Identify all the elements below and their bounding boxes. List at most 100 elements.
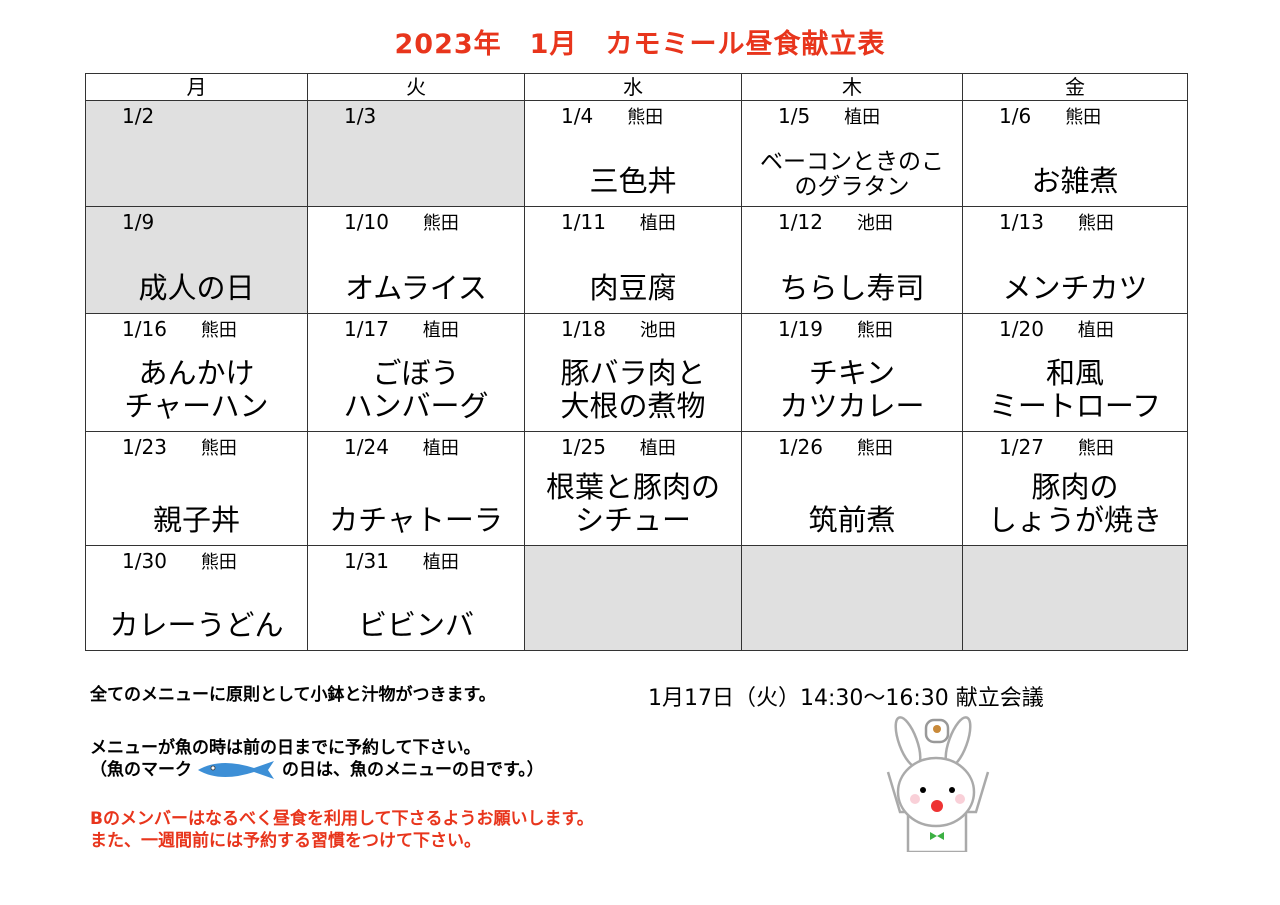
title-year: 2023年	[394, 29, 502, 60]
date: 1/27	[999, 435, 1044, 459]
day-header: 1/5 植田	[742, 101, 962, 133]
menu-line: チャーハン	[124, 389, 269, 423]
day-cell: 1/18 池田 豚バラ肉と 大根の煮物	[524, 313, 742, 432]
title-month: 1月	[529, 29, 578, 60]
menu-line: 豚バラ肉と	[560, 356, 706, 390]
staff-name: 熊田	[200, 552, 237, 573]
date: 1/17	[344, 317, 389, 341]
menu-line: ハンバーグ	[343, 389, 489, 423]
day-cell: 1/24 植田カチャトーラ	[307, 431, 525, 546]
day-cell: 1/5 植田ベーコンときのこ のグラタン	[741, 100, 963, 207]
menu-item: 成人の日	[86, 272, 307, 305]
menu-item: 和風 ミートローフ	[963, 357, 1187, 423]
note-request: Bのメンバーはなるべく昼食を利用して下さるようお願いします。 また、一週間前には…	[90, 808, 594, 852]
day-cell: 1/11 植田 肉豆腐	[524, 206, 742, 314]
day-header: 1/24 植田	[308, 432, 524, 464]
day-header: 1/10 熊田	[308, 207, 524, 239]
menu-line: あんかけ	[138, 356, 255, 390]
date: 1/2	[122, 104, 155, 128]
staff-name: 植田	[1077, 320, 1114, 341]
date: 1/16	[122, 317, 167, 341]
page-title: 2023年 1月 カモミール昼食献立表	[0, 22, 1280, 61]
day-cell: 1/4 熊田 三色丼	[524, 100, 742, 207]
menu-item: オムライス	[308, 272, 524, 305]
menu-item: チキン カツカレー	[742, 357, 962, 423]
menu-line: 大根の煮物	[560, 389, 706, 423]
date: 1/19	[778, 317, 823, 341]
date: 1/9	[122, 210, 155, 234]
menu-item: ビビンバ	[308, 609, 524, 642]
menu-line: メンチカツ	[1002, 271, 1148, 305]
date: 1/30	[122, 549, 167, 573]
menu-calendar: 月火水木金 1/2 1/3 1/4 熊田 三色丼 1/5 植田 ベーコンときのこ のグラタン 1/…	[85, 73, 1188, 651]
day-cell: 1/16 熊田 あんかけ チャーハン	[85, 313, 308, 432]
menu-line: 肉豆腐	[589, 271, 677, 305]
note-fish-line2: （魚のマーク の日は、魚のメニューの日です。）	[90, 759, 544, 781]
day-header: 1/18 池田	[525, 314, 741, 346]
menu-line: しょうが焼き	[987, 503, 1162, 537]
weekday-header: 水	[524, 73, 742, 101]
date: 1/5	[778, 104, 811, 128]
day-cell: 1/23 熊田 親子丼	[85, 431, 308, 546]
note-request-line1: Bのメンバーはなるべく昼食を利用して下さるようお願いします。	[90, 809, 594, 829]
day-cell	[962, 545, 1188, 651]
menu-item: ごぼう ハンバーグ	[308, 357, 524, 423]
day-cell: 1/2	[85, 100, 308, 207]
day-cell: 1/3	[307, 100, 525, 207]
note-sides: 全てのメニューに原則として小鉢と汁物がつきます。	[90, 685, 496, 705]
day-header: 1/23 熊田	[86, 432, 307, 464]
staff-name: 植田	[422, 552, 459, 573]
menu-item: 親子丼	[86, 504, 307, 537]
menu-item: 三色丼	[525, 165, 741, 198]
day-cell	[741, 545, 963, 651]
menu-line: ビビンバ	[357, 608, 474, 642]
day-cell: 1/17 植田ごぼう ハンバーグ	[307, 313, 525, 432]
menu-item: 豚肉の しょうが焼き	[963, 471, 1187, 537]
menu-line: 豚肉の	[1031, 470, 1119, 504]
date: 1/10	[344, 210, 389, 234]
menu-line: お雑煮	[1031, 164, 1119, 198]
day-cell: 1/30 熊田カレーうどん	[85, 545, 308, 651]
menu-item: カレーうどん	[86, 609, 307, 642]
menu-item: ベーコンときのこ のグラタン	[742, 150, 962, 200]
menu-line: 根葉と豚肉の	[545, 470, 720, 504]
date: 1/31	[344, 549, 389, 573]
day-cell: 1/27 熊田豚肉の しょうが焼き	[962, 431, 1188, 546]
menu-line: 和風	[1045, 356, 1104, 390]
date: 1/26	[778, 435, 823, 459]
day-header: 1/9	[86, 207, 307, 239]
day-header: 1/17 植田	[308, 314, 524, 346]
note-request-line2: また、一週間前には予約する習慣をつけて下さい。	[90, 831, 481, 851]
day-header	[742, 546, 962, 578]
day-header: 1/12 池田	[742, 207, 962, 239]
week-row: 1/2 1/3 1/4 熊田 三色丼 1/5 植田ベーコンときのこ のグラタン 1/6 熊田お雑煮	[85, 100, 1188, 207]
weekday-header: 木	[741, 73, 963, 101]
day-header: 1/6 熊田	[963, 101, 1187, 133]
menu-line: 三色丼	[589, 164, 677, 198]
weekday-header: 火	[307, 73, 525, 101]
staff-name: 植田	[844, 107, 881, 128]
rabbit-chef-illustration	[886, 716, 990, 852]
week-row: 1/16 熊田 あんかけ チャーハン 1/17 植田ごぼう ハンバーグ 1/18 池田 豚バラ肉と…	[85, 313, 1188, 432]
menu-item: カチャトーラ	[308, 504, 524, 537]
week-row: 1/23 熊田 親子丼 1/24 植田 カチャトーラ 1/25 植田 根葉と豚肉の シチュー 1/2…	[85, 431, 1188, 546]
day-header: 1/2	[86, 101, 307, 133]
note-fish-text-b: の日は、魚のメニューの日です。）	[282, 760, 544, 780]
date: 1/11	[561, 210, 606, 234]
menu-line: カツカレー	[779, 389, 925, 423]
date: 1/3	[344, 104, 377, 128]
day-cell: 1/26 熊田 筑前煮	[741, 431, 963, 546]
staff-name: 植田	[422, 320, 459, 341]
day-header	[963, 546, 1187, 578]
menu-item: 根葉と豚肉の シチュー	[525, 471, 741, 537]
menu-item: メンチカツ	[963, 272, 1187, 305]
staff-name: 熊田	[1077, 438, 1114, 459]
date: 1/24	[344, 435, 389, 459]
day-cell: 1/19 熊田 チキン カツカレー	[741, 313, 963, 432]
note-fish-line1: メニューが魚の時は前の日までに予約して下さい。	[90, 738, 481, 758]
day-cell: 1/13 熊田 メンチカツ	[962, 206, 1188, 314]
staff-name: 植田	[422, 438, 459, 459]
menu-line: 親子丼	[152, 503, 240, 537]
staff-name: 池田	[856, 213, 893, 234]
staff-name: 熊田	[1077, 213, 1114, 234]
